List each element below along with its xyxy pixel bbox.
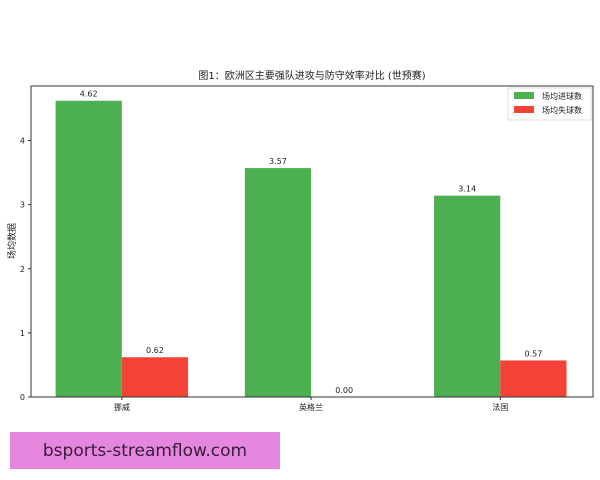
chart-title: 图1：欧洲区主要强队进攻与防守效率对比 (世预赛) bbox=[198, 69, 425, 82]
legend-label-conceded: 场均失球数 bbox=[542, 105, 582, 115]
y-tick-label: 1 bbox=[20, 329, 25, 338]
legend: 场均进球数 场均失球数 bbox=[507, 87, 592, 121]
bar-goals bbox=[55, 100, 122, 398]
legend-swatch-conceded bbox=[514, 106, 534, 113]
watermark-banner: bsports-streamflow.com bbox=[10, 432, 280, 469]
x-tick-label: 法国 bbox=[492, 402, 508, 412]
y-axis-label: 场均数据 bbox=[6, 223, 18, 259]
data-label: 4.62 bbox=[80, 90, 98, 99]
legend-label-goals: 场均进球数 bbox=[542, 91, 582, 101]
data-label: 0.57 bbox=[524, 349, 542, 358]
bar-conceded bbox=[121, 357, 189, 397]
x-tick-label: 英格兰 bbox=[299, 402, 323, 412]
bar-goals bbox=[434, 195, 501, 397]
x-tick-label: 挪威 bbox=[114, 402, 130, 412]
data-label: 0.00 bbox=[335, 386, 353, 395]
plot-frame bbox=[30, 85, 594, 398]
y-tick-label: 4 bbox=[20, 137, 25, 146]
data-label: 0.62 bbox=[146, 346, 164, 355]
bar-goals bbox=[244, 168, 312, 397]
data-label: 3.57 bbox=[269, 157, 287, 166]
y-tick-label: 3 bbox=[20, 201, 25, 210]
data-label: 3.14 bbox=[458, 185, 476, 194]
y-tick-label: 2 bbox=[20, 265, 25, 274]
y-tick-label: 0 bbox=[20, 393, 25, 402]
bar-conceded bbox=[500, 360, 567, 397]
legend-swatch-goals bbox=[514, 92, 534, 99]
